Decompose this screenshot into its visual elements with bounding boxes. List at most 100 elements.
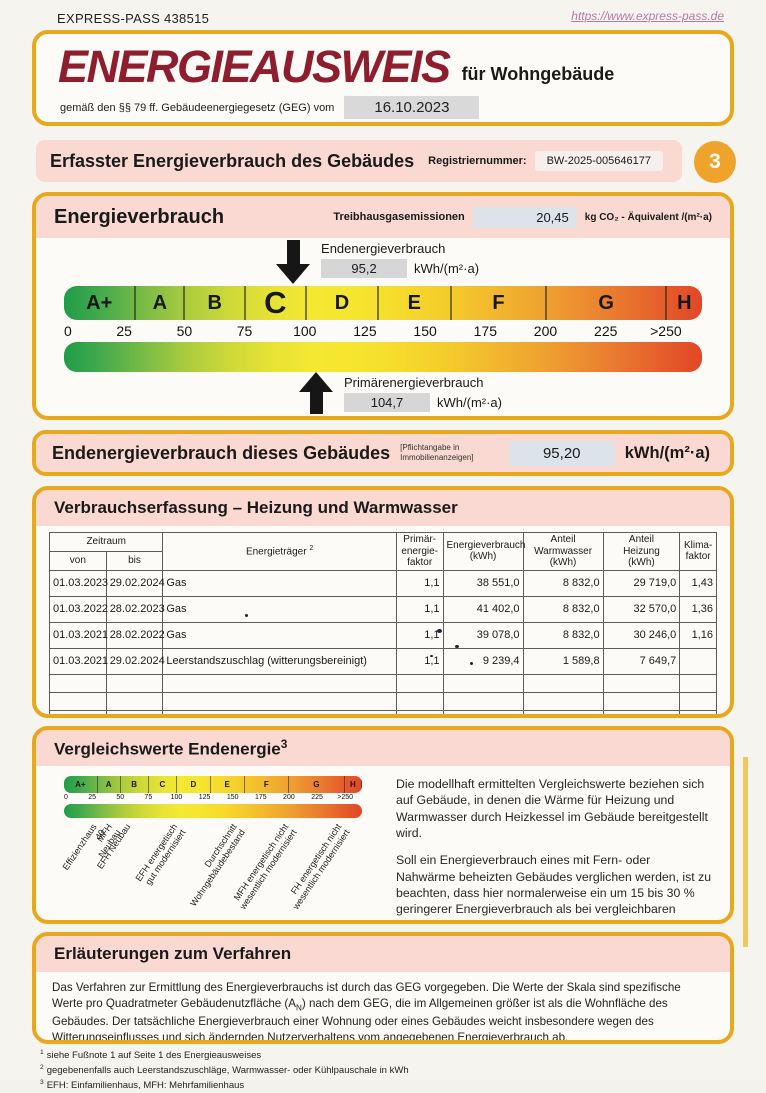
empty-cell — [602, 691, 681, 711]
cell-warmwasser: 8 832,0 — [522, 621, 604, 649]
empty-cell — [162, 691, 397, 711]
consumption-table-wrap: Zeitraum Energieträger 2 Primär- energie… — [36, 526, 730, 714]
end-energy-label: Endenergieverbrauch — [321, 241, 446, 256]
empty-cell — [162, 709, 397, 714]
explanations-header: Erläuterungen zum Verfahren — [36, 936, 730, 972]
empty-table-row — [49, 673, 717, 693]
col-header-klima: Klima- faktor — [679, 532, 717, 571]
mini-tick: 225 — [311, 794, 323, 801]
col-header-bis: bis — [105, 551, 164, 571]
mini-tick: 100 — [170, 794, 183, 801]
empty-cell — [49, 691, 107, 711]
energy-consumption-box: Energieverbrauch Treibhausgasemissionen … — [32, 192, 734, 420]
end-energy-banner-unit: kWh/(m²·a) — [624, 443, 710, 462]
ink-speckle — [455, 645, 459, 648]
empty-cell — [105, 673, 164, 693]
footnote-text: gegebenenfalls auch Leerstandszuschläge,… — [46, 1065, 409, 1077]
empty-cell — [105, 691, 164, 711]
scale-tick: 50 — [176, 323, 193, 339]
cell-bis: 28.02.2022 — [105, 621, 165, 649]
energy-consumption-header: Energieverbrauch Treibhausgasemissionen … — [36, 196, 730, 238]
empty-cell — [679, 691, 717, 711]
primary-energy-callout: Primärenergieverbrauch 104,7 kWh/(m²·a) — [344, 375, 502, 412]
cell-heizung: 32 570,0 — [602, 595, 681, 623]
primary-energy-arrow-up-icon — [299, 372, 333, 414]
mini-tick: 75 — [144, 794, 153, 801]
empty-table-row — [49, 709, 717, 714]
gradient-strip — [64, 342, 702, 372]
cell-bis: 29.02.2024 — [105, 569, 165, 597]
document-id-label: EXPRESS-PASS 438515 — [57, 11, 210, 26]
cell-verbrauch: 38 551,0 — [442, 569, 524, 597]
footnote-1: 1 siehe Fußnote 1 auf Seite 1 des Energie… — [40, 1048, 409, 1063]
comparison-text-column: Die modellhaft ermittelten Vergleichswer… — [396, 776, 714, 920]
energy-class-scale: A+ A B C D E F G H 0 25 50 75 100 125 — [64, 286, 702, 372]
primary-energy-value-row: 104,7 kWh/(m²·a) — [344, 393, 502, 412]
empty-cell — [49, 709, 107, 714]
ink-speckle — [430, 655, 433, 657]
empty-cell — [679, 673, 717, 693]
scale-band-b: B — [185, 286, 247, 320]
scale-tick: >250 — [650, 323, 682, 339]
cell-energietraeger: Gas — [162, 569, 397, 597]
mini-tick: 125 — [198, 794, 211, 801]
consumption-table-box: Verbrauchserfassung – Heizung und Warmwa… — [32, 486, 734, 718]
cell-klima — [679, 647, 717, 675]
primary-energy-value: 104,7 — [344, 393, 430, 412]
end-energy-arrow-down-icon — [276, 240, 311, 284]
scale-band-f: F — [452, 286, 548, 320]
cell-verbrauch: 41 402,0 — [442, 595, 524, 623]
scale-tick: 0 — [64, 323, 72, 339]
empty-cell — [395, 691, 444, 711]
primary-energy-unit: kWh/(m²·a) — [437, 395, 502, 410]
cell-warmwasser: 8 832,0 — [522, 595, 604, 623]
footnote-text: EFH: Einfamilienhaus, MFH: Mehrfamilienh… — [46, 1080, 245, 1091]
section-title: Erfasster Energieverbrauch des Gebäudes — [50, 150, 415, 171]
mini-band-e: E — [211, 776, 245, 793]
footnote-marker: 1 — [40, 1049, 44, 1056]
cell-pef: 1,1 — [395, 647, 444, 675]
scale-band-c-current: C — [246, 286, 307, 320]
cell-von: 01.03.2022 — [49, 595, 108, 623]
comparison-body: A+ A B C D E F G H 0 25 50 75 — [36, 766, 730, 920]
empty-cell — [522, 691, 604, 711]
cell-warmwasser: 8 832,0 — [522, 569, 604, 597]
ghg-emissions-label: Treibhausgasemissionen — [333, 211, 465, 223]
explanations-text-part2: ) nach dem GEG, die im Allgemeinen größe… — [52, 997, 668, 1044]
end-energy-banner-box: Endenergieverbrauch dieses Gebäudes [Pfl… — [32, 430, 734, 476]
mini-tick: 25 — [88, 794, 96, 801]
empty-cell — [522, 709, 604, 714]
scale-tick: 150 — [413, 323, 437, 339]
arrow-stem — [309, 392, 323, 414]
energy-scale-area: Endenergieverbrauch 95,2 kWh/(m²·a) A+ A… — [64, 238, 702, 416]
explanations-box: Erläuterungen zum Verfahren Das Verfahre… — [32, 932, 734, 1044]
arrow-head — [299, 372, 333, 392]
mini-tick: 175 — [254, 794, 267, 801]
col-header-von: von — [49, 551, 107, 571]
title-row: ENERGIEAUSWEIS für Wohngebäude — [58, 44, 708, 89]
footnote-marker: 3 — [280, 736, 288, 751]
empty-cell — [442, 673, 524, 693]
scale-band-a: A — [136, 286, 186, 320]
law-reference-text: gemäß den §§ 79 ff. Gebäudeenergiegesetz… — [60, 101, 335, 114]
explanations-title: Erläuterungen zum Verfahren — [54, 944, 292, 963]
subscript-n: N — [296, 1003, 302, 1013]
explanations-text-part1: Das Verfahren zur Ermittlung des Energie… — [52, 981, 681, 1011]
table-row: 01.03.2021 28.02.2022 Gas 1,1 39 078,0 8… — [49, 621, 717, 649]
cell-warmwasser: 1 589,8 — [522, 647, 604, 675]
mini-tick: 50 — [116, 794, 125, 801]
scale-tick-row: 0 25 50 75 100 125 150 175 200 225 >250 — [64, 320, 702, 342]
comparison-paragraph-2: Soll ein Energieverbrauch eines mit Fern… — [396, 853, 712, 920]
website-link[interactable]: https://www.express-pass.de — [571, 9, 724, 23]
comparison-category-labels: Effizienzhaus 40 MFH Neubau EFH Neubau E… — [61, 818, 362, 920]
page-number-badge: 3 — [694, 141, 736, 183]
empty-cell — [679, 709, 717, 714]
scale-band-d: D — [307, 286, 380, 320]
mandatory-disclosure-note: [Pflichtangabe in Immobilienanzeigen] — [400, 443, 474, 462]
end-energy-banner-value: 95,20 — [508, 440, 615, 466]
page-subtitle: für Wohngebäude — [461, 64, 615, 84]
ink-speckle — [470, 662, 473, 665]
scale-band-e: E — [379, 286, 452, 320]
consumption-table: Zeitraum Energieträger 2 Primär- energie… — [48, 532, 717, 714]
